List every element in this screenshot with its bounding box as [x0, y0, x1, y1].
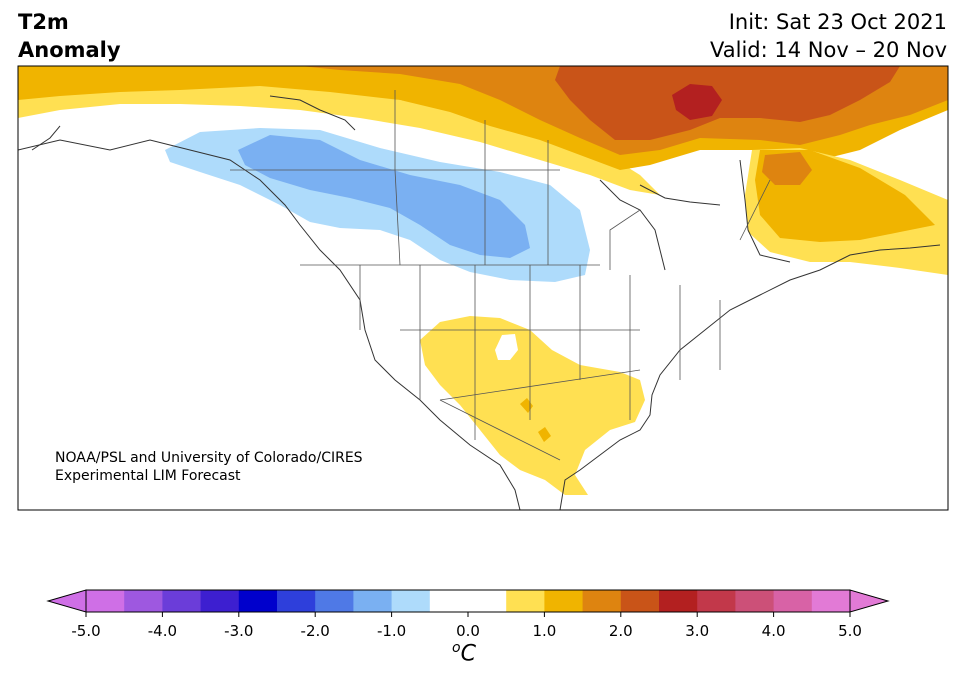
- colorbar-tick-label: 2.0: [609, 622, 633, 640]
- colorbar-cell: [735, 590, 775, 612]
- colorbar-cell: [315, 590, 354, 612]
- colorbar-cell: [200, 590, 240, 612]
- colorbar-under-arrow: [46, 589, 87, 613]
- colorbar-cell: [238, 590, 278, 612]
- cold-anomaly-mid-blue: [238, 135, 530, 258]
- colorbar-cell: [162, 590, 202, 612]
- colorbar-tick-label: -3.0: [224, 622, 253, 640]
- colorbar-cell: [391, 590, 431, 612]
- colorbar-cell: [506, 590, 545, 612]
- colorbar-cell: [468, 590, 507, 612]
- colorbar-cell: [697, 590, 736, 612]
- warm-anomaly-east-orange: [762, 152, 812, 185]
- colorbar-tick-label: 0.0: [456, 622, 480, 640]
- init-date: Init: Sat 23 Oct 2021: [728, 10, 947, 34]
- colorbar-tick-label: 4.0: [762, 622, 786, 640]
- colorbar-cell: [773, 590, 813, 612]
- colorbar-cell: [582, 590, 622, 612]
- forecast-dates: Init: Sat 23 Oct 2021 Valid: 14 Nov – 20…: [710, 8, 947, 64]
- colorbar-cell: [620, 590, 660, 612]
- title-variable: T2m: [18, 10, 69, 34]
- unit-celsius: C: [460, 641, 476, 667]
- colorbar-cell: [86, 590, 125, 612]
- colorbar-tick-label: -4.0: [148, 622, 177, 640]
- valid-range: Valid: 14 Nov – 20 Nov: [710, 38, 947, 62]
- colorbar-tick-label: -5.0: [71, 622, 100, 640]
- colorbar-tick-label: 3.0: [685, 622, 709, 640]
- warm-anomaly-south-gold-2: [538, 427, 551, 442]
- title-anomaly: Anomaly: [18, 38, 121, 62]
- colorbar-cells: [46, 589, 890, 613]
- warm-anomaly-hole: [495, 334, 518, 360]
- colorbar-cell: [429, 590, 469, 612]
- political-borders: [230, 90, 771, 461]
- warm-anomaly-north-red: [672, 84, 722, 120]
- map-content: [18, 66, 948, 510]
- map-frame: [17, 65, 949, 511]
- colorbar-tick-label: 1.0: [532, 622, 556, 640]
- colorbar-cell: [659, 590, 698, 612]
- colorbar-cell: [277, 590, 316, 612]
- colorbar-tick-label: -1.0: [377, 622, 406, 640]
- credit-line-1: NOAA/PSL and University of Colorado/CIRE…: [55, 450, 363, 466]
- colorbar-cell: [544, 590, 584, 612]
- unit-degree: o: [452, 640, 461, 656]
- credit-text: NOAA/PSL and University of Colorado/CIRE…: [55, 449, 363, 485]
- colorbar-tick-label: 5.0: [838, 622, 862, 640]
- warm-anomaly-north-dark-orange: [555, 66, 900, 140]
- colorbar-over-arrow: [849, 589, 890, 613]
- map-title: T2m Anomaly: [18, 8, 121, 64]
- colorbar-tick-label: -2.0: [301, 622, 330, 640]
- credit-line-2: Experimental LIM Forecast: [55, 468, 241, 484]
- colorbar-ticks: -5.0 -4.0 -3.0 -2.0 -1.0 0.0 1.0 2.0 3.0 4.0 5.0: [71, 612, 862, 640]
- colorbar-cell: [124, 590, 163, 612]
- colorbar-cell: [811, 590, 851, 612]
- colorbar-unit: oC: [452, 640, 476, 666]
- colorbar-cell: [353, 590, 393, 612]
